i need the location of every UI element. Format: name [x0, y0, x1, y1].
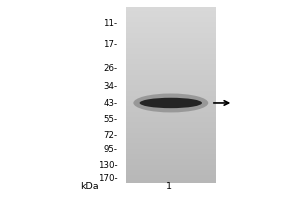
Text: 95-: 95- [103, 145, 117, 154]
Text: 43-: 43- [103, 99, 117, 108]
Ellipse shape [140, 98, 202, 108]
Text: 130-: 130- [98, 161, 117, 170]
Text: 11-: 11- [103, 19, 117, 28]
Text: 1: 1 [166, 182, 172, 191]
Text: kDa: kDa [80, 182, 98, 191]
Text: 34-: 34- [103, 82, 117, 91]
Ellipse shape [134, 93, 208, 112]
Text: 170-: 170- [98, 174, 117, 183]
Text: 17-: 17- [103, 40, 117, 49]
Text: 72-: 72- [103, 131, 117, 140]
Text: 26-: 26- [103, 64, 117, 73]
Text: 55-: 55- [103, 115, 117, 124]
